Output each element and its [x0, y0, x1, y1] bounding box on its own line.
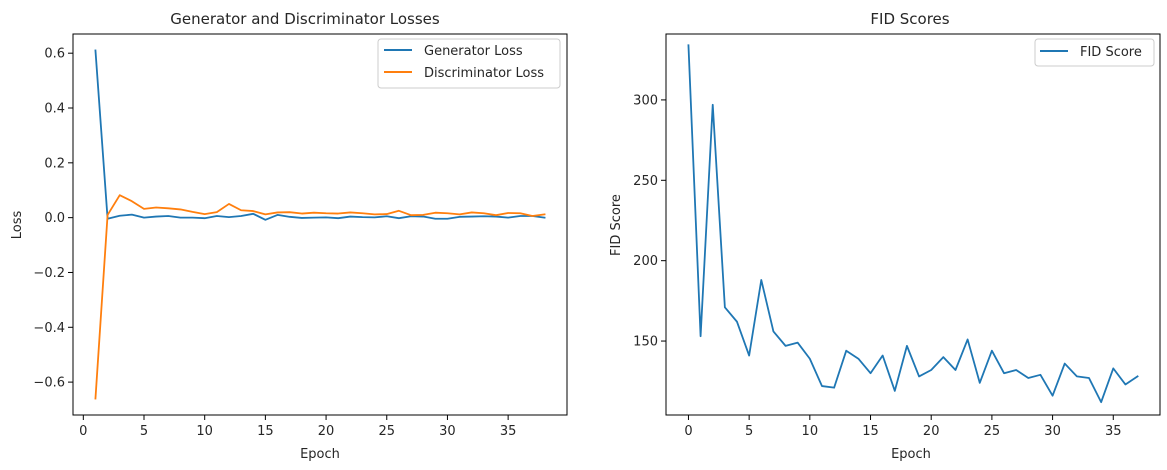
fid-y-tick-label: 250 [633, 174, 658, 189]
fid-x-tick-label: 25 [984, 424, 1001, 439]
fid-y-tick-label: 300 [633, 93, 658, 108]
legend-label-discriminator-loss: Discriminator Loss [424, 66, 544, 81]
losses-series-line-generator-loss [94, 49, 546, 221]
losses-x-tick-label: 0 [79, 424, 87, 439]
legend-label-generator-loss: Generator Loss [424, 44, 523, 59]
losses-chart-title: Generator and Discriminator Losses [170, 10, 440, 28]
fid-series [687, 44, 1139, 404]
fid-legend: FID Score [1034, 38, 1155, 67]
losses-x-axis-label: Epoch [300, 447, 340, 462]
fid-x-tick-label: 0 [684, 424, 692, 439]
losses-y-tick-label: 0.2 [44, 156, 65, 171]
fid-y-axis-label: FID Score [609, 194, 624, 256]
losses-plot-area [72, 33, 568, 416]
losses-y-tick-label: −0.2 [33, 266, 65, 281]
fid-x-tick-label: 30 [1044, 424, 1061, 439]
fid-chart-title: FID Scores [870, 10, 949, 28]
losses-y-tick-label: 0.6 [44, 47, 65, 62]
losses-y-tick-label: 0.0 [44, 211, 65, 226]
fid-x-tick-label: 20 [923, 424, 940, 439]
fid-x-tick-label: 35 [1105, 424, 1122, 439]
fid-legend-box [1034, 38, 1155, 67]
legend-label-fid-score: FID Score [1080, 45, 1142, 60]
losses-x-tick-label: 10 [196, 424, 213, 439]
losses-y-tick-label: −0.4 [33, 321, 65, 336]
losses-series-line-discriminator-loss [94, 194, 546, 400]
losses-x-tick-label: 30 [439, 424, 456, 439]
fid-y-ticks: 150 200 250 300 [633, 93, 666, 350]
losses-x-tick-label: 25 [378, 424, 395, 439]
losses-x-tick-label: 35 [500, 424, 517, 439]
fid-x-tick-label: 5 [745, 424, 753, 439]
fid-x-axis-label: Epoch [891, 447, 931, 462]
losses-x-tick-label: 15 [257, 424, 274, 439]
fid-chart: FID Scores 0 5 10 15 20 25 30 35 150 200 250 300 E… [609, 10, 1161, 462]
losses-legend: Generator Loss Discriminator Loss [377, 38, 561, 89]
losses-y-ticks: −0.6 −0.4 −0.2 0.0 0.2 0.4 0.6 [33, 47, 73, 391]
losses-y-tick-label: −0.6 [33, 376, 65, 391]
losses-series [94, 49, 546, 400]
fid-y-tick-label: 150 [633, 335, 658, 350]
fid-plot-area [665, 33, 1161, 416]
losses-x-ticks: 0 5 10 15 20 25 30 35 [79, 415, 516, 439]
losses-x-tick-label: 5 [140, 424, 148, 439]
fid-y-tick-label: 200 [633, 254, 658, 269]
fid-series-line-fid-score [687, 44, 1139, 404]
losses-y-axis-label: Loss [10, 211, 25, 240]
losses-x-tick-label: 20 [318, 424, 335, 439]
losses-y-tick-label: 0.4 [44, 102, 65, 117]
fid-x-ticks: 0 5 10 15 20 25 30 35 [684, 415, 1122, 439]
fid-x-tick-label: 10 [802, 424, 819, 439]
fid-x-tick-label: 15 [862, 424, 879, 439]
losses-legend-box [377, 38, 561, 89]
losses-chart: Generator and Discriminator Losses 0 5 10 1… [10, 10, 568, 462]
